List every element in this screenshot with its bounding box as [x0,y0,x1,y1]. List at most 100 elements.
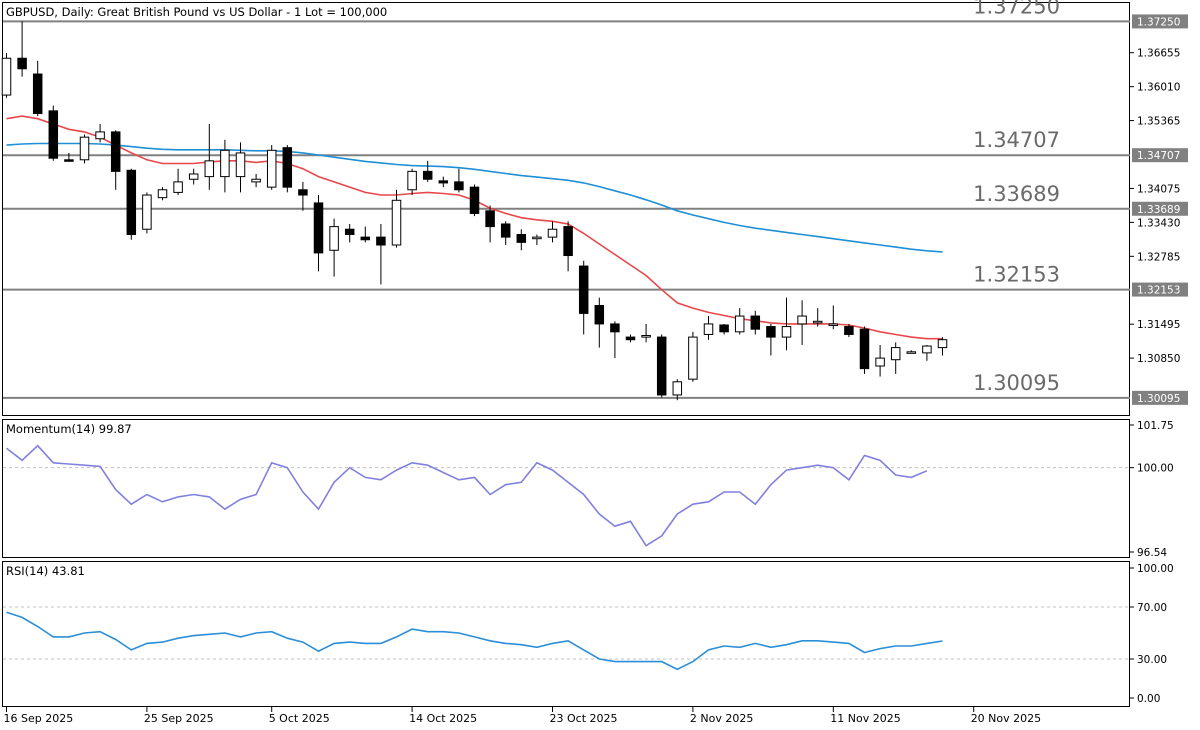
rsi-title: RSI(14) 43.81 [6,564,85,578]
rsi-line [6,611,943,671]
candle-body [656,336,667,396]
date-axis: 16 Sep 2025 25 Sep 2025 5 Oct 2025 14 Oct 2… [4,707,1041,725]
candle-body [594,305,605,325]
candle-body [235,152,246,178]
price-tick-label: 1.31495 [1137,319,1180,331]
candle-body [110,131,121,172]
level-axis-tag-text: 1.34707 [1137,150,1180,162]
candle-body [391,199,402,246]
candlestick [235,142,246,193]
candle-body [688,336,698,380]
candle-body [17,57,27,70]
price-tick-label: 1.35365 [1137,116,1180,128]
candlestick [610,321,620,359]
momentum-tick-label: 100.00 [1137,463,1174,475]
candle-body [875,357,885,367]
candle-body [500,223,511,238]
candle-body [578,265,589,314]
rsi-indicator: 100.00 70.00 30.00 0.00 [3,563,1174,705]
candle-body [516,233,527,243]
price-tick-label: 1.36655 [1137,48,1180,60]
candle-body [485,210,495,228]
price-tick-label: 1.36010 [1137,82,1180,94]
candle-body [64,159,74,162]
candle-body [641,335,651,338]
candlestick [734,308,745,335]
candlestick [407,168,417,196]
candlestick [17,21,27,77]
level-axis-tag [1132,390,1188,405]
candle-body [844,326,854,335]
candle-body [422,170,433,180]
candle-body [547,228,558,238]
level-value-label: 1.30095 [973,371,1060,395]
candlestick [329,218,339,277]
candle-body [188,173,199,180]
candlestick [298,181,308,211]
date-tick-label: 16 Sep 2025 [4,712,74,725]
momentum-indicator: 101.75 100.00 96.54 [3,420,1174,559]
candlestick [812,308,823,327]
candle-body [828,323,839,326]
date-tick-label: 5 Oct 2025 [269,712,330,725]
date-tick-label: 25 Sep 2025 [144,712,214,725]
candle-body [344,228,355,235]
candle-body [625,336,636,341]
candlestick [220,139,230,193]
candlestick [781,297,792,351]
date-tick-label: 20 Nov 2025 [971,712,1041,725]
candlestick [547,221,558,243]
candle-body [79,136,90,161]
candlestick [594,297,605,348]
candle-body [298,189,308,196]
candlesticks [1,21,948,401]
candlestick [204,124,215,190]
candle-body [719,324,729,333]
candlestick [641,323,651,343]
price-tick-label: 1.34075 [1137,183,1180,195]
candlestick [360,226,371,243]
candlestick [64,152,74,162]
candle-body [282,147,293,188]
date-tick-label: 23 Oct 2025 [550,712,618,725]
candle-body [204,160,215,178]
level-axis-tag-text: 1.30095 [1137,393,1180,405]
slow-moving-average-line [6,142,943,253]
candle-body [922,345,932,354]
candlestick [1,52,12,98]
candlestick [95,124,105,143]
candlestick [32,60,43,117]
level-value-label: 1.34707 [973,128,1060,152]
candlestick [188,168,199,185]
level-axis-tag [1132,201,1188,216]
price-tick-label: 1.33430 [1137,217,1180,229]
candlestick [485,205,495,243]
chart-title: GBPUSD, Daily: Great British Pound vs US… [6,5,387,19]
momentum-line [6,444,928,547]
rsi-tick-label: 30.00 [1137,654,1167,666]
candle-body [220,149,230,178]
candlestick [937,337,948,356]
level-labels: 1.37250 1.37250 1.34707 1.34707 1.33689 1.336… [973,0,1188,405]
price-tick-label: 1.32785 [1137,251,1180,263]
momentum-panel-frame [2,419,1130,558]
candlestick [922,344,932,361]
candlestick [688,331,698,382]
level-value-label: 1.33689 [973,182,1060,206]
candlestick [532,234,542,246]
candle-body [781,326,792,338]
momentum-title: Momentum(14) 99.87 [6,422,132,436]
candle-body [734,315,745,333]
candle-body [703,323,714,335]
candlestick [157,187,168,201]
candlestick [672,379,683,401]
candle-body [797,315,807,325]
candlestick [391,189,402,248]
rsi-panel-frame [2,561,1130,707]
candle-body [266,149,277,188]
candle-body [937,339,948,349]
candle-body [890,347,901,361]
candlestick [344,223,355,243]
candle-body [157,189,168,199]
